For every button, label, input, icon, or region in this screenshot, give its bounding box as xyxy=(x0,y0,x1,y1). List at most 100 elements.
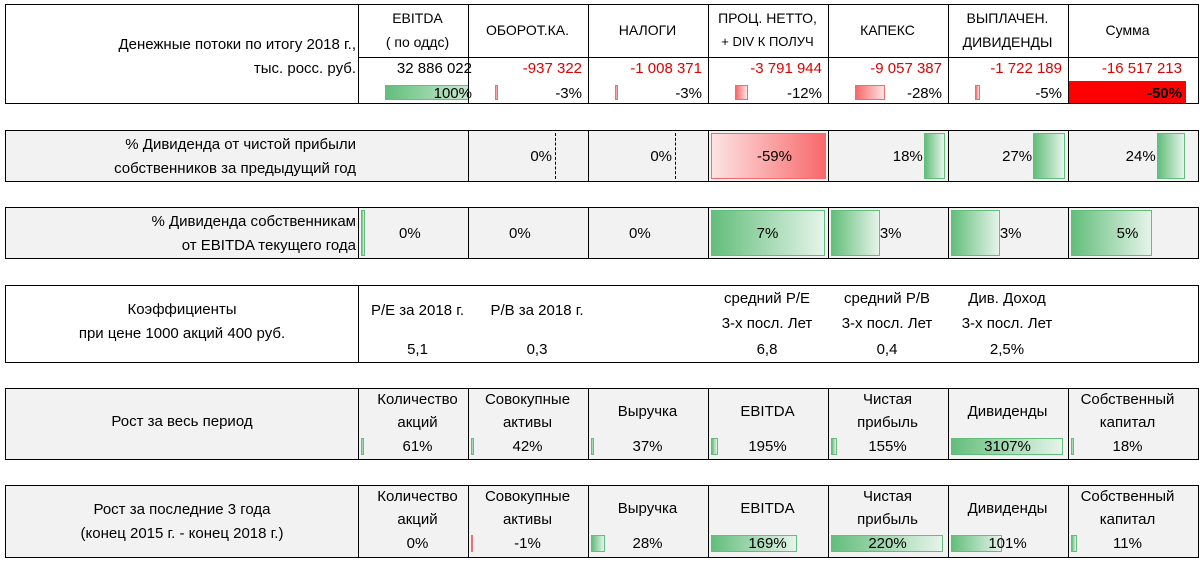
div-profit-line2: собственников за предыдущий год xyxy=(114,160,356,177)
ratio-subheader: 3-х посл. Лет xyxy=(841,315,933,332)
ratios-title: Коэффициенты при цене 1000 акций 400 руб… xyxy=(6,298,358,346)
div-ebitda-bar xyxy=(711,210,825,256)
div-profit-pct: -59% xyxy=(756,148,792,165)
growth-all-bar xyxy=(471,438,474,455)
cashflow-pct: -28% xyxy=(906,85,942,102)
div-ebitda-pct: 7% xyxy=(756,225,779,242)
cashflow-value: 32 886 022 xyxy=(396,60,472,77)
growth-3y-bar xyxy=(951,535,1003,552)
ratio-subheader: 3-х посл. Лет xyxy=(721,315,813,332)
cashflow-share-bar xyxy=(615,85,619,100)
div-profit-pct: 0% xyxy=(650,148,672,165)
cashflow-col-header: Сумма xyxy=(1105,22,1150,38)
div-profit-line1: % Дивиденда от чистой прибыли xyxy=(125,136,356,153)
growth-3y-bar xyxy=(1071,535,1077,552)
growth-3y-col: Выручка 28% xyxy=(588,486,706,557)
ratio-header: средний P/B xyxy=(844,290,930,307)
ratio-col: средний P/E 3-х посл. Лет 6,8 xyxy=(708,286,826,362)
growth-all-col: Чистая прибыль 155% xyxy=(828,389,946,459)
cashflow-col-subheader: + DIV К ПОЛУЧ xyxy=(721,34,814,49)
div-ebitda-bar xyxy=(831,210,880,256)
div-profit-bar xyxy=(1033,133,1065,179)
ratios-line2: при цене 1000 акций 400 руб. xyxy=(78,325,286,342)
growth-all-col: Совокупные активы 42% xyxy=(468,389,586,459)
cashflow-pct-cell: -3% xyxy=(469,81,586,103)
growth-all-subheader: акций xyxy=(397,414,438,431)
div-profit-col: 27% xyxy=(948,131,1066,181)
cashflow-block: Денежные потоки по итогу 2018 г., тыс. р… xyxy=(5,4,1199,104)
cashflow-col-subheader: ( по оддс) xyxy=(385,34,450,50)
cashflow-col-header: ПРОЦ. НЕТТО, xyxy=(718,10,817,26)
div-profit-title: % Дивиденда от чистой прибыли собственни… xyxy=(0,133,356,181)
div-ebitda-pct: 3% xyxy=(999,225,1022,242)
div-ebitda-line2: от EBITDA текущего года xyxy=(181,237,356,254)
cashflow-pct: -5% xyxy=(1035,85,1062,102)
growth-all-subheader: прибыль xyxy=(857,414,918,431)
div-profit-bar xyxy=(711,133,826,179)
cashflow-col-header: НАЛОГИ xyxy=(618,22,677,38)
cashflow-col-header: EBITDA xyxy=(392,10,443,26)
growth-all-bar xyxy=(951,438,1063,455)
cashflow-col: ОБОРОТ.КА. -937 322 -3% xyxy=(468,5,586,103)
growth-3y-subheader: акций xyxy=(397,511,438,528)
ratio-col: P/E за 2018 г. 5,1 xyxy=(358,286,476,362)
div-ebitda-col: 0% xyxy=(588,208,706,258)
growth-3y-bar xyxy=(711,535,798,552)
cashflow-col-subheader: ДИВИДЕНДЫ xyxy=(962,34,1053,50)
cashflow-divider xyxy=(358,57,1198,58)
ratio-col: P/B за 2018 г. 0,3 xyxy=(478,286,596,362)
growth-all-value: 3107% xyxy=(984,438,1031,455)
cashflow-pct-cell: 100% xyxy=(359,81,476,103)
growth-3y-value: -1% xyxy=(514,535,541,552)
ratio-header: P/E за 2018 г. xyxy=(370,302,465,319)
growth-3y-subheader: капитал xyxy=(1099,511,1156,528)
growth-all-subheader: капитал xyxy=(1099,414,1156,431)
growth-3y-line2: (конец 2015 г. - конец 2018 г.) xyxy=(80,525,284,542)
growth-3y-value: 0% xyxy=(406,535,429,552)
growth-all-subheader: активы xyxy=(502,414,553,431)
growth-3y-col: Чистая прибыль 220% xyxy=(828,486,946,557)
cashflow-value: -3 791 944 xyxy=(750,60,822,77)
div-ebitda-bar xyxy=(951,210,1000,256)
growth-3y-header: Совокупные xyxy=(484,488,571,505)
cashflow-value: -16 517 213 xyxy=(1101,60,1182,77)
growth-all-value: 155% xyxy=(868,438,907,455)
cashflow-pct-cell: -3% xyxy=(589,81,706,103)
cashflow-value: -9 057 387 xyxy=(870,60,942,77)
cashflow-col-header: ОБОРОТ.КА. xyxy=(485,22,569,38)
growth-all-header: EBITDA xyxy=(740,403,795,420)
growth-all-value: 61% xyxy=(402,438,433,455)
growth-all-value: 42% xyxy=(512,438,543,455)
div-profit-block: % Дивиденда от чистой прибыли собственни… xyxy=(5,130,1199,182)
div-profit-col: 24% xyxy=(1068,131,1186,181)
div-profit-axis xyxy=(555,133,556,179)
growth-all-col: Дивиденды 3107% xyxy=(948,389,1066,459)
div-ebitda-bar xyxy=(361,210,365,256)
growth-all-header: Выручка xyxy=(617,403,678,420)
cashflow-title-line1: Денежные потоки по итогу 2018 г., xyxy=(118,36,356,53)
div-ebitda-col: 5% xyxy=(1068,208,1186,258)
cashflow-share-bar xyxy=(495,85,499,100)
cashflow-share-bar xyxy=(855,85,886,100)
growth-3y-header: Собственный xyxy=(1080,488,1175,505)
ratio-value: 5,1 xyxy=(407,341,428,358)
cashflow-col: Сумма -16 517 213 -50% xyxy=(1068,5,1186,103)
div-profit-bar xyxy=(923,133,945,179)
div-profit-bar xyxy=(1156,133,1185,179)
cashflow-value: -1 722 189 xyxy=(990,60,1062,77)
cashflow-col: ПРОЦ. НЕТТО, + DIV К ПОЛУЧ -3 791 944 -12% xyxy=(708,5,826,103)
ratio-value: 2,5% xyxy=(989,341,1025,358)
cashflow-share-bar xyxy=(975,85,981,100)
div-profit-axis xyxy=(675,133,676,179)
cashflow-pct: -3% xyxy=(675,85,702,102)
growth-3y-header: EBITDA xyxy=(740,500,795,517)
growth-3y-title: Рост за последние 3 года (конец 2015 г. … xyxy=(6,498,358,546)
growth-3y-value: 220% xyxy=(868,535,907,552)
ratio-header: P/B за 2018 г. xyxy=(490,302,584,319)
div-ebitda-col: 0% xyxy=(468,208,586,258)
ratios-block: Коэффициенты при цене 1000 акций 400 руб… xyxy=(5,285,1199,363)
div-profit-col: 0% xyxy=(588,131,706,181)
growth-all-bar xyxy=(361,438,364,455)
growth-all-header: Собственный xyxy=(1080,391,1175,408)
div-ebitda-line1: % Дивиденда собственникам xyxy=(151,213,356,230)
